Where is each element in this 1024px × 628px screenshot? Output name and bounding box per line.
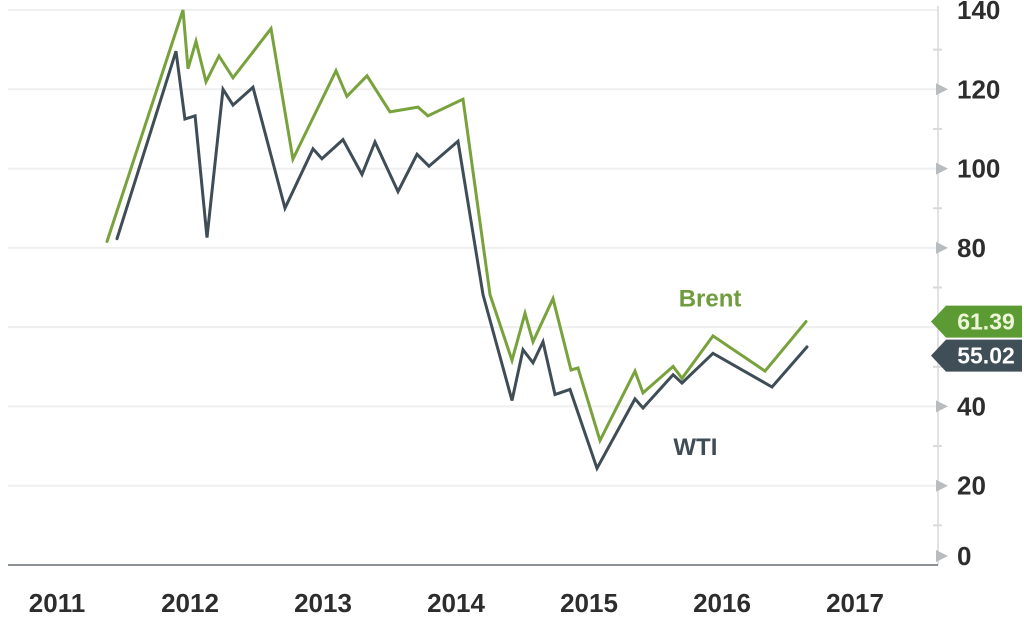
gridlines	[8, 9, 938, 487]
wti-line	[115, 50, 809, 473]
y-axis: 0 20 40 80 100 120 140	[8, 0, 1000, 571]
series-lines	[105, 9, 809, 473]
x-tick-label: 2012	[161, 588, 219, 618]
y-tick-label: 120	[957, 74, 1000, 104]
price-badges: 61.39 55.02	[931, 305, 1022, 372]
brent-price-badge-value: 61.39	[957, 309, 1015, 335]
y-tick-arrow	[936, 241, 948, 254]
x-tick-label: 2015	[560, 588, 618, 618]
y-tick-arrow	[936, 479, 948, 492]
y-tick-label: 0	[957, 541, 971, 571]
x-tick-label: 2013	[294, 588, 352, 618]
y-tick-label: 20	[957, 471, 986, 501]
wti-label: WTI	[673, 434, 717, 461]
y-tick-arrow	[936, 400, 948, 413]
wti-price-badge-value: 55.02	[957, 343, 1015, 369]
y-tick-arrow	[936, 162, 948, 175]
wti-price-badge	[931, 339, 1022, 372]
y-tick-label: 100	[957, 154, 1000, 184]
series-annotations: Brent WTI	[673, 285, 741, 461]
brent-label: Brent	[679, 285, 742, 312]
x-tick-label: 2014	[427, 588, 485, 618]
y-tick-arrow	[936, 83, 948, 96]
y-tick-arrow	[936, 550, 948, 562]
brent-price-badge	[931, 305, 1022, 338]
y-tick-label: 80	[957, 233, 986, 263]
y-tick-label: 40	[957, 391, 986, 421]
brent-line	[105, 9, 808, 445]
y-tick-label: 140	[957, 0, 1000, 25]
x-axis: 2011 2012 2013 2014 2015 2016 2017	[29, 588, 884, 618]
x-tick-label: 2011	[29, 588, 85, 618]
x-tick-label: 2016	[693, 588, 751, 618]
x-tick-label: 2017	[826, 588, 884, 618]
